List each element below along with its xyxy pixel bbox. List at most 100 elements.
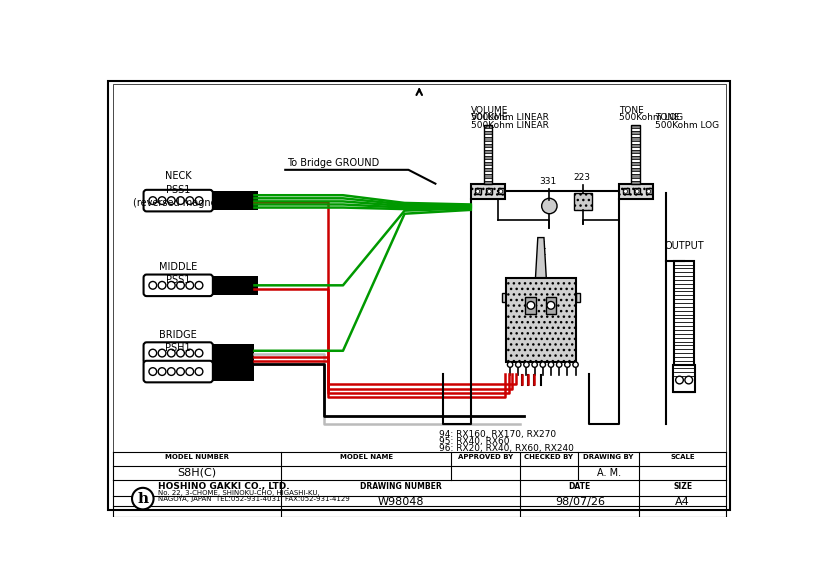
- Bar: [483, 128, 492, 131]
- Text: 500Kohm LOG: 500Kohm LOG: [618, 113, 683, 122]
- Bar: [631, 134, 640, 138]
- Circle shape: [527, 302, 535, 309]
- Text: 96: RX20, RX40, RX60, RX240: 96: RX20, RX40, RX60, RX240: [439, 444, 574, 453]
- Bar: [631, 165, 640, 168]
- Text: 95: RX40, RX60: 95: RX40, RX60: [439, 437, 510, 446]
- Circle shape: [507, 362, 513, 367]
- Bar: [631, 159, 640, 162]
- Bar: [631, 147, 640, 150]
- Circle shape: [532, 362, 537, 367]
- Bar: [483, 159, 492, 162]
- Text: No. 22, 3-CHOME, SHINOKU-CHO, HIGASHI-KU,: No. 22, 3-CHOME, SHINOKU-CHO, HIGASHI-KU…: [158, 490, 320, 496]
- Circle shape: [196, 281, 203, 289]
- Text: h: h: [137, 492, 148, 505]
- FancyBboxPatch shape: [144, 361, 213, 382]
- Bar: [483, 162, 492, 165]
- Bar: [631, 125, 640, 128]
- Bar: [486, 188, 492, 195]
- Bar: [631, 181, 640, 184]
- Circle shape: [540, 362, 546, 367]
- Circle shape: [548, 362, 554, 367]
- Bar: [212, 191, 258, 210]
- Text: 500Kohm LINEAR: 500Kohm LINEAR: [471, 121, 549, 130]
- Bar: [483, 178, 492, 181]
- Bar: [618, 184, 653, 199]
- Bar: [631, 174, 640, 178]
- Circle shape: [186, 281, 194, 289]
- Text: APPROVED BY: APPROVED BY: [458, 454, 513, 460]
- Bar: [483, 141, 492, 144]
- Circle shape: [158, 281, 166, 289]
- Text: 94: RX160, RX170, RX270: 94: RX160, RX170, RX270: [439, 430, 556, 439]
- Text: A4: A4: [675, 497, 690, 507]
- Text: NECK
PSS1
(reversed magnet): NECK PSS1 (reversed magnet): [133, 171, 224, 208]
- Bar: [576, 293, 580, 302]
- Bar: [506, 278, 576, 363]
- Circle shape: [149, 349, 157, 357]
- Circle shape: [186, 349, 194, 357]
- Circle shape: [168, 349, 175, 357]
- Bar: [631, 156, 640, 159]
- Circle shape: [488, 189, 492, 193]
- Bar: [483, 150, 492, 153]
- Circle shape: [547, 302, 555, 309]
- Bar: [631, 141, 640, 144]
- Text: CHECKED BY: CHECKED BY: [524, 454, 573, 460]
- Text: DATE: DATE: [569, 482, 591, 491]
- Bar: [631, 168, 640, 171]
- Circle shape: [499, 189, 503, 193]
- Bar: [645, 188, 652, 195]
- FancyBboxPatch shape: [144, 190, 213, 211]
- Bar: [631, 178, 640, 181]
- Text: A. M.: A. M.: [596, 468, 621, 478]
- Circle shape: [132, 488, 154, 510]
- Circle shape: [177, 349, 184, 357]
- Text: DRAWING NUMBER: DRAWING NUMBER: [360, 482, 442, 491]
- Bar: [631, 162, 640, 165]
- FancyBboxPatch shape: [144, 342, 213, 364]
- Circle shape: [196, 349, 203, 357]
- Text: 331: 331: [539, 177, 556, 186]
- Bar: [212, 276, 258, 295]
- Bar: [471, 184, 505, 199]
- Circle shape: [168, 368, 175, 375]
- Bar: [483, 171, 492, 174]
- Bar: [631, 125, 640, 184]
- Text: VOLUME: VOLUME: [471, 113, 508, 122]
- Bar: [483, 144, 492, 147]
- Circle shape: [177, 197, 184, 205]
- Circle shape: [676, 376, 683, 384]
- Text: SIZE: SIZE: [673, 482, 692, 491]
- Bar: [525, 297, 537, 314]
- Text: 500Kohm LOG: 500Kohm LOG: [655, 121, 719, 130]
- Bar: [631, 144, 640, 147]
- Bar: [546, 297, 556, 314]
- Circle shape: [573, 362, 578, 367]
- Bar: [483, 131, 492, 134]
- Bar: [634, 188, 640, 195]
- Circle shape: [158, 197, 166, 205]
- Bar: [483, 165, 492, 168]
- Bar: [483, 156, 492, 159]
- Bar: [483, 153, 492, 156]
- Bar: [483, 134, 492, 138]
- Circle shape: [186, 197, 194, 205]
- Circle shape: [515, 362, 521, 367]
- Circle shape: [524, 362, 529, 367]
- Ellipse shape: [542, 198, 557, 214]
- Circle shape: [623, 189, 627, 193]
- Bar: [474, 188, 481, 195]
- Text: 223: 223: [573, 173, 591, 182]
- Circle shape: [177, 368, 184, 375]
- Circle shape: [149, 368, 157, 375]
- Text: BRIDGE
PSH1: BRIDGE PSH1: [160, 330, 197, 353]
- Bar: [212, 363, 254, 381]
- Bar: [212, 344, 254, 363]
- Circle shape: [564, 362, 570, 367]
- FancyBboxPatch shape: [144, 275, 213, 296]
- Text: 500Kohm LINEAR: 500Kohm LINEAR: [471, 113, 549, 122]
- Circle shape: [149, 197, 157, 205]
- Polygon shape: [536, 238, 546, 278]
- Circle shape: [556, 362, 562, 367]
- Circle shape: [186, 368, 194, 375]
